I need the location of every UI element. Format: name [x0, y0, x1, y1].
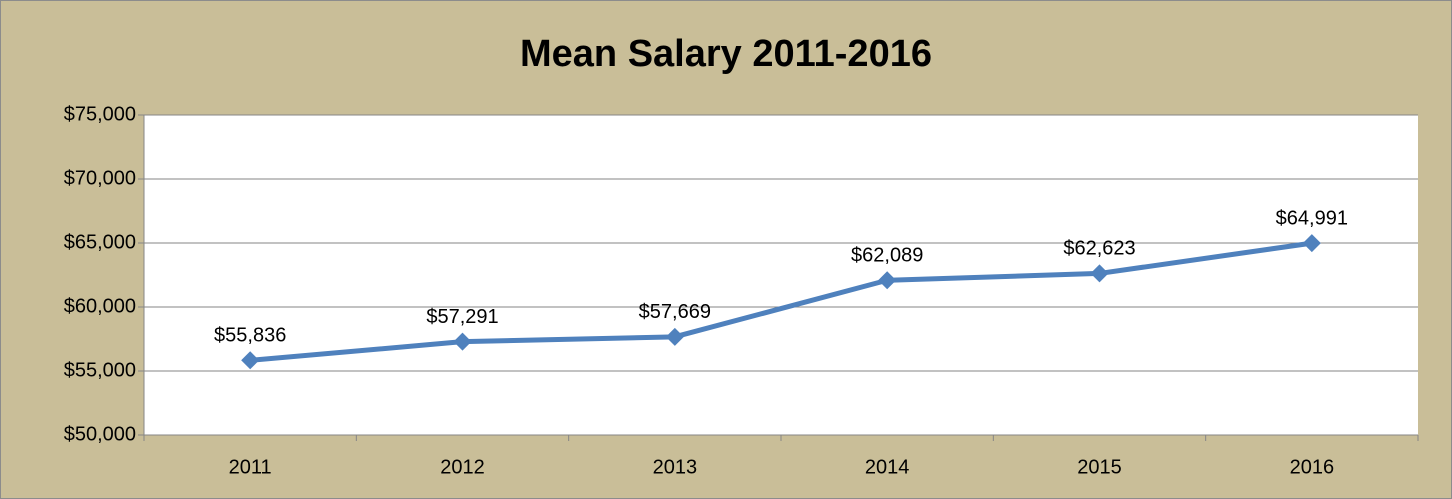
- y-tick-label: $60,000: [64, 295, 136, 317]
- x-tick-label: 2014: [865, 456, 910, 478]
- y-tick-label: $50,000: [64, 423, 136, 445]
- marker: [1090, 264, 1109, 283]
- data-label: $57,669: [639, 301, 711, 323]
- x-tick-label: 2015: [1077, 456, 1122, 478]
- x-tick-label: 2013: [653, 456, 698, 478]
- y-tick-label: $65,000: [64, 231, 136, 253]
- marker: [665, 327, 684, 346]
- x-tick-label: 2011: [229, 456, 272, 478]
- data-label: $64,991: [1276, 207, 1348, 229]
- marker: [878, 271, 897, 290]
- line: [249, 240, 1313, 363]
- chart-title: Mean Salary 2011-2016: [520, 33, 932, 75]
- y-tick-label: $70,000: [64, 167, 136, 189]
- x-tick-label: 2016: [1290, 456, 1335, 478]
- y-tick-label: $75,000: [64, 103, 136, 125]
- marker: [1302, 234, 1321, 253]
- plot-area: [144, 115, 1418, 435]
- x-tick-label: 2012: [440, 456, 485, 478]
- marker: [241, 351, 260, 370]
- y-tick-label: $55,000: [64, 359, 136, 381]
- data-label: $57,291: [426, 306, 498, 328]
- data-label: $55,836: [214, 325, 286, 347]
- data-label: $62,089: [851, 245, 923, 267]
- marker: [453, 332, 472, 351]
- data-label: $62,623: [1063, 238, 1135, 260]
